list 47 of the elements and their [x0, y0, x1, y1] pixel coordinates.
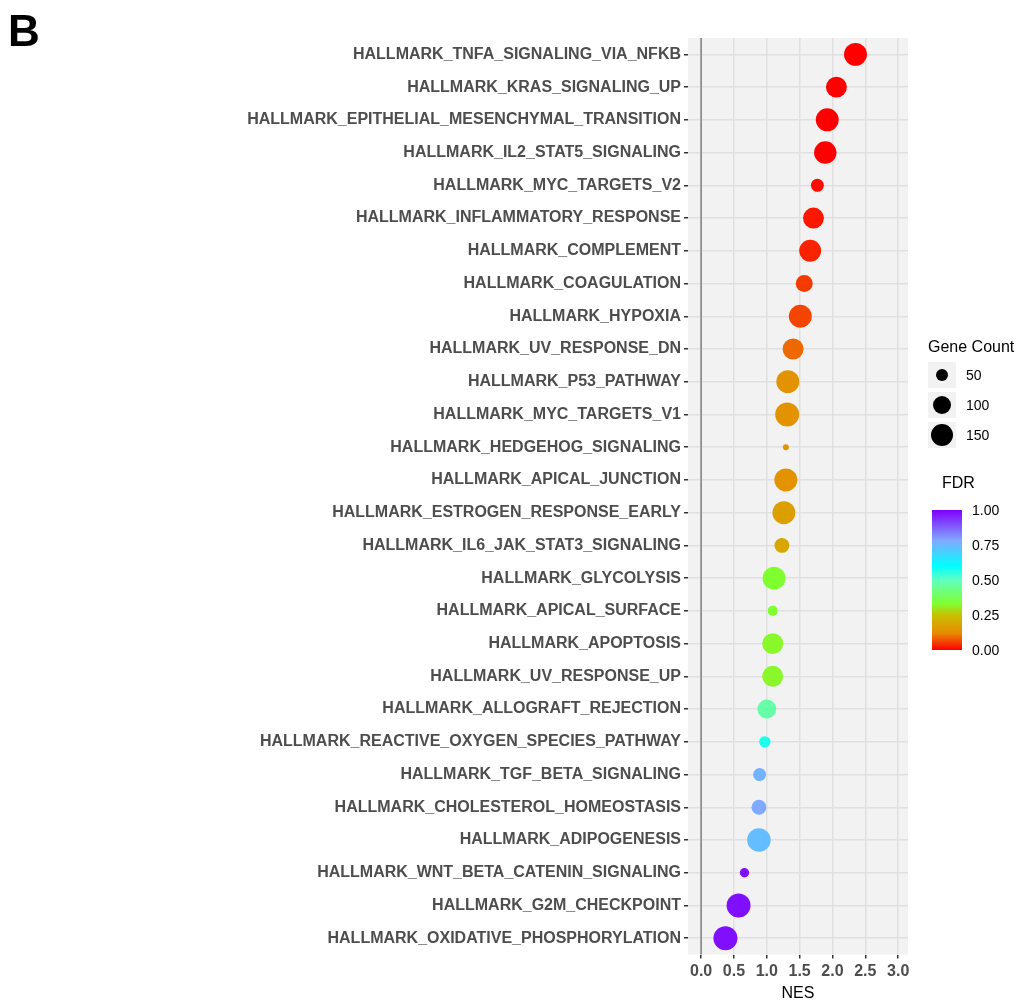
y-tick-label: HALLMARK_WNT_BETA_CATENIN_SIGNALING: [317, 863, 681, 881]
y-tick-label: HALLMARK_ESTROGEN_RESPONSE_EARLY: [332, 503, 682, 521]
x-axis-title: NES: [781, 983, 815, 1001]
y-tick-label: HALLMARK_HEDGEHOG_SIGNALING: [390, 437, 681, 455]
y-tick-label: HALLMARK_MYC_TARGETS_V2: [433, 175, 682, 193]
color-bar-label: 0.25: [972, 607, 1000, 623]
y-tick-label: HALLMARK_APICAL_SURFACE: [436, 601, 682, 619]
y-tick-label: HALLMARK_P53_PATHWAY: [467, 372, 682, 390]
y-tick-label: HALLMARK_ADIPOGENESIS: [459, 830, 682, 848]
y-tick-label: HALLMARK_UV_RESPONSE_DN: [429, 339, 681, 357]
y-tick-label: HALLMARK_HYPOXIA: [509, 306, 682, 324]
x-tick-label: 2.5: [854, 961, 877, 979]
y-tick-label: HALLMARK_IL6_JAK_STAT3_SIGNALING: [362, 535, 681, 553]
y-tick-label: HALLMARK_OXIDATIVE_PHOSPHORYLATION: [327, 928, 681, 946]
x-tick-label: 2.0: [821, 961, 844, 979]
y-tick-label: HALLMARK_GLYCOLYSIS: [481, 568, 682, 586]
color-bar-label: 0.00: [972, 642, 1000, 658]
y-tick-label: HALLMARK_KRAS_SIGNALING_UP: [407, 77, 682, 95]
legend-label: 150: [966, 427, 990, 443]
color-bar-label: 0.50: [972, 572, 1000, 588]
x-tick-label: 0.0: [690, 961, 713, 979]
y-tick-label: HALLMARK_REACTIVE_OXYGEN_SPECIES_PATHWAY: [259, 732, 682, 750]
y-tick-label: HALLMARK_APICAL_JUNCTION: [431, 470, 681, 488]
y-tick-label: HALLMARK_G2M_CHECKPOINT: [432, 895, 682, 913]
y-tick-label: HALLMARK_CHOLESTEROL_HOMEOSTASIS: [334, 797, 682, 815]
y-tick-label: HALLMARK_APOPTOSIS: [488, 634, 682, 652]
text: B: [8, 6, 40, 55]
x-tick-label: 3.0: [887, 961, 910, 979]
y-tick-label: HALLMARK_COAGULATION: [463, 273, 681, 291]
y-tick-label: HALLMARK_ALLOGRAFT_REJECTION: [382, 699, 681, 717]
color-bar-label: 1.00: [972, 502, 1000, 518]
y-tick-label: HALLMARK_IL2_STAT5_SIGNALING: [403, 142, 681, 160]
x-tick-label: 0.5: [722, 961, 746, 979]
y-tick-label: HALLMARK_TNFA_SIGNALING_VIA_NFKB: [352, 44, 681, 62]
y-tick-label: HALLMARK_UV_RESPONSE_UP: [430, 666, 682, 684]
y-tick-label: HALLMARK_TGF_BETA_SIGNALING: [400, 764, 681, 782]
legend-title: Gene Count: [928, 338, 1016, 356]
y-tick-label: HALLMARK_COMPLEMENT: [467, 241, 682, 259]
legend-label: 100: [966, 397, 990, 413]
x-tick-label: 1.0: [755, 961, 779, 979]
legend-label: 50: [966, 367, 982, 383]
x-tick-label: 1.5: [788, 961, 811, 979]
color-bar-label: 0.75: [972, 537, 1000, 553]
y-tick-label: HALLMARK_INFLAMMATORY_RESPONSE: [355, 208, 682, 226]
color-bar-title: FDR: [942, 474, 976, 492]
y-tick-label: HALLMARK_MYC_TARGETS_V1: [433, 404, 682, 422]
y-tick-label: HALLMARK_EPITHELIAL_MESENCHYMAL_TRANSITION: [247, 110, 681, 128]
